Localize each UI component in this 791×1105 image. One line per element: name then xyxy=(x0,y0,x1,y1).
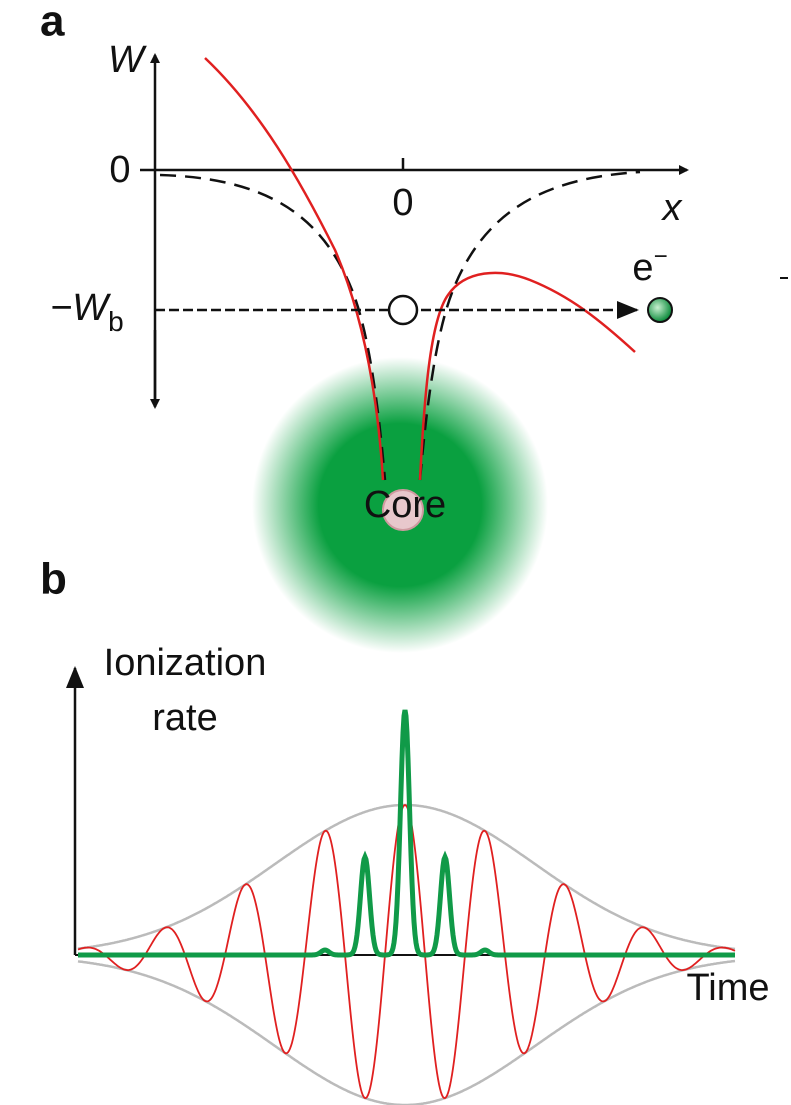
x-axis-label: x xyxy=(661,187,684,229)
y-zero-label: 0 xyxy=(109,149,130,191)
electron-superscript: − xyxy=(654,243,668,270)
binding-energy-main: −W xyxy=(50,287,111,329)
electron xyxy=(647,297,673,323)
y-axis-label: W xyxy=(108,39,147,81)
unperturbed-potential xyxy=(159,170,641,481)
bound-state xyxy=(387,294,419,326)
nucleus xyxy=(382,489,424,531)
electric-field xyxy=(77,803,736,1100)
panel-label: a xyxy=(40,0,65,46)
binding-energy-label: −Wb xyxy=(50,287,124,337)
x-axis-label: Time xyxy=(686,967,769,1009)
core-label: Core xyxy=(364,484,446,526)
y-axis-label-line: Ionization xyxy=(104,642,267,684)
electron-label: e− xyxy=(632,243,667,289)
x-zero-label: 0 xyxy=(392,182,413,224)
binding-energy-subscript: b xyxy=(108,306,124,337)
y-axis-label-line: rate xyxy=(152,697,217,739)
ionization-rate xyxy=(78,709,735,958)
panel-label: b xyxy=(40,555,67,604)
electron-main: e xyxy=(632,247,653,289)
